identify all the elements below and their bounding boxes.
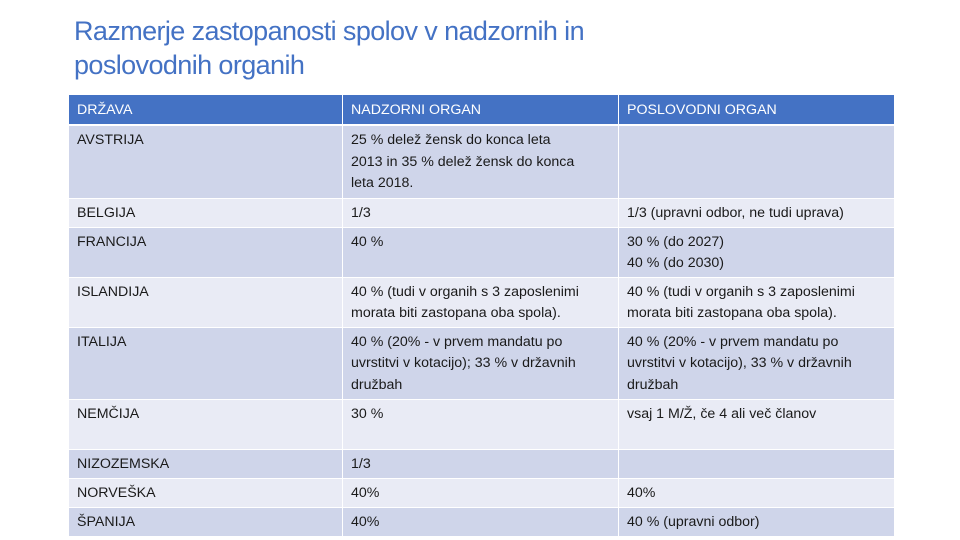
country-cell: ŠPANIJA xyxy=(68,506,343,537)
supervisory-board-cell: 40 % (20% - v prvem mandatu po uvrstitvi … xyxy=(342,326,619,400)
supervisory-board-cell: 30 % xyxy=(342,398,619,450)
country-cell: BELGIJA xyxy=(68,197,343,228)
supervisory-board-cell: 25 % delež žensk do konca leta 2013 in 35… xyxy=(342,124,619,199)
cell-text-line: 30 % (do 2027) xyxy=(627,233,725,250)
management-board-cell: 30 % (do 2027) 40 % (do 2030) xyxy=(618,226,895,278)
page-title-line-2: poslovodnih organih xyxy=(74,50,305,80)
cell-text-line: leta 2018. xyxy=(351,175,414,191)
cell-text-line: 40 % xyxy=(351,233,384,250)
cell-text-line: družbah xyxy=(351,376,403,393)
cell-text-line: 40 % (20% - v prvem mandatu po xyxy=(627,333,839,350)
table-header-row: DRŽAVA NADZORNI ORGAN POSLOVODNI ORGAN xyxy=(68,94,895,126)
country-cell: ITALIJA xyxy=(68,326,343,400)
table-row: NEMČIJA 30 % vsaj 1 M/Ž, če 4 ali več član… xyxy=(68,398,895,450)
country-cell: FRANCIJA xyxy=(68,226,343,278)
country-cell: AVSTRIJA xyxy=(68,124,343,199)
cell-text-line: 1/3 (upravni odbor, ne tudi uprava) xyxy=(627,204,844,221)
table-row: AVSTRIJA 25 % delež žensk do konca leta 20… xyxy=(68,124,895,199)
cell-text-line: 40% xyxy=(351,513,380,530)
country-cell: NEMČIJA xyxy=(68,398,343,450)
cell-text-line: uvrstitvi v kotacijo), 33 % v državnih xyxy=(627,355,852,371)
management-board-cell: 40 % (upravni odbor) xyxy=(618,506,895,537)
table-row: NIZOZEMSKA 1/3 xyxy=(68,448,895,479)
country-cell: ISLANDIJA xyxy=(68,276,343,328)
supervisory-board-cell: 1/3 xyxy=(342,197,619,228)
management-board-cell: vsaj 1 M/Ž, če 4 ali več članov xyxy=(618,398,895,450)
header-supervisory-board: NADZORNI ORGAN xyxy=(342,94,619,126)
cell-text-line: 40 % (tudi v organih s 3 zaposlenimi xyxy=(351,283,579,300)
table-row: FRANCIJA 40 % 30 % (do 2027) 40 % (do 2030) xyxy=(68,226,895,278)
supervisory-board-cell: 40 % xyxy=(342,226,619,278)
management-board-cell: 1/3 (upravni odbor, ne tudi uprava) xyxy=(618,197,895,228)
cell-text-line: morata biti zastopana oba spola). xyxy=(351,305,561,321)
cell-text-line: 1/3 xyxy=(351,204,371,221)
header-management-board: POSLOVODNI ORGAN xyxy=(618,94,895,126)
cell-text-line: 40 % (20% - v prvem mandatu po xyxy=(351,333,563,350)
cell-text-line: 40 % (upravni odbor) xyxy=(627,513,760,530)
management-board-cell: 40% xyxy=(618,477,895,508)
table-body: AVSTRIJA 25 % delež žensk do konca leta 20… xyxy=(68,124,895,537)
table-row: BELGIJA 1/3 1/3 (upravni odbor, ne tudi up… xyxy=(68,197,895,228)
page-title-line-1: Razmerje zastopanosti spolov v nadzornih… xyxy=(74,16,585,46)
cell-text-line: 40% xyxy=(351,484,380,501)
page-title: Razmerje zastopanosti spolov v nadzornih… xyxy=(74,14,894,82)
cell-text-line: 30 % xyxy=(351,405,384,422)
cell-text-line: uvrstitvi v kotacijo); 33 % v državnih xyxy=(351,355,576,371)
table-row: ŠPANIJA 40% 40 % (upravni odbor) xyxy=(68,506,895,537)
cell-text-line: 40 % (tudi v organih s 3 zaposlenimi xyxy=(627,283,855,300)
cell-text-line: 1/3 xyxy=(351,455,371,472)
cell-text-line: morata biti zastopana oba spola). xyxy=(627,305,837,321)
supervisory-board-cell: 40 % (tudi v organih s 3 zaposlenimi mora… xyxy=(342,276,619,328)
country-cell: NORVEŠKA xyxy=(68,477,343,508)
cell-text-line: 40 % (do 2030) xyxy=(627,255,725,271)
management-board-cell xyxy=(618,448,895,479)
country-cell: NIZOZEMSKA xyxy=(68,448,343,479)
management-board-cell: 40 % (20% - v prvem mandatu po uvrstitvi … xyxy=(618,326,895,400)
management-board-cell: 40 % (tudi v organih s 3 zaposlenimi mora… xyxy=(618,276,895,328)
supervisory-board-cell: 1/3 xyxy=(342,448,619,479)
supervisory-board-cell: 40% xyxy=(342,506,619,537)
gender-quota-table: DRŽAVA NADZORNI ORGAN POSLOVODNI ORGAN A… xyxy=(68,94,895,537)
management-board-cell xyxy=(618,124,895,199)
cell-text-line: 40% xyxy=(627,484,656,501)
cell-text-line: družbah xyxy=(627,376,679,393)
cell-text-line: vsaj 1 M/Ž, če 4 ali več članov xyxy=(627,405,817,422)
table-row: NORVEŠKA 40% 40% xyxy=(68,477,895,508)
table-row: ITALIJA 40 % (20% - v prvem mandatu po uvr… xyxy=(68,326,895,400)
header-country: DRŽAVA xyxy=(68,94,343,126)
cell-text-line: 25 % delež žensk do konca leta xyxy=(351,132,551,148)
supervisory-board-cell: 40% xyxy=(342,477,619,508)
cell-text-line: 2013 in 35 % delež žensk do konca xyxy=(351,153,575,170)
table-row: ISLANDIJA 40 % (tudi v organih s 3 zaposl… xyxy=(68,276,895,328)
